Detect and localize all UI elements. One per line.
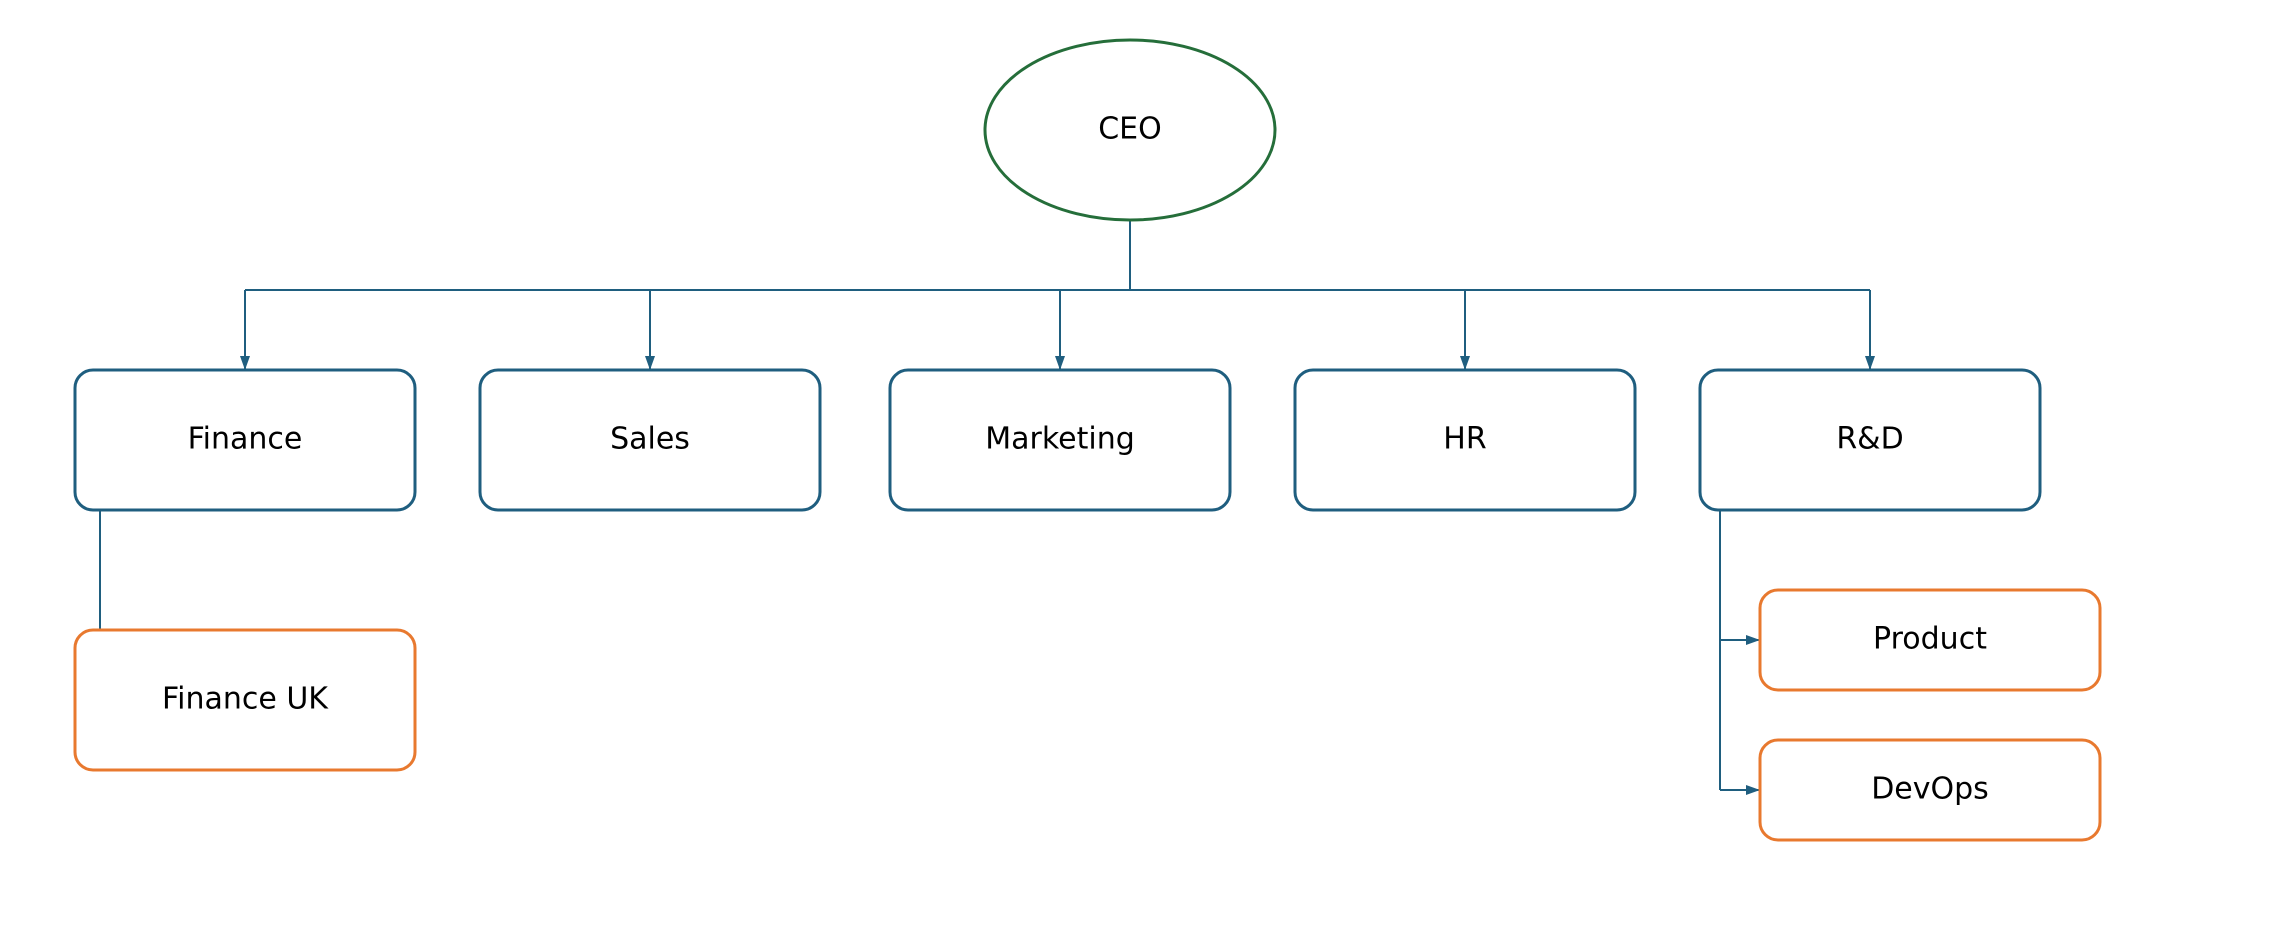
node-label-finance_uk: Finance UK xyxy=(162,682,329,717)
node-rnd: R&D xyxy=(1700,370,2040,510)
node-ceo: CEO xyxy=(985,40,1275,220)
org-chart: CEO Finance Sales Marketing HR R&D Finance UK P… xyxy=(0,0,2275,927)
node-label-ceo: CEO xyxy=(1098,112,1162,147)
node-label-hr: HR xyxy=(1443,422,1486,457)
node-hr: HR xyxy=(1295,370,1635,510)
node-finance_uk: Finance UK xyxy=(75,630,415,770)
node-label-sales: Sales xyxy=(610,422,690,457)
node-product: Product xyxy=(1760,590,2100,690)
node-sales: Sales xyxy=(480,370,820,510)
node-label-marketing: Marketing xyxy=(985,422,1135,457)
node-devops: DevOps xyxy=(1760,740,2100,840)
node-marketing: Marketing xyxy=(890,370,1230,510)
nodes: CEO Finance Sales Marketing HR R&D Finance UK P… xyxy=(75,40,2100,840)
node-label-product: Product xyxy=(1873,622,1987,657)
node-label-devops: DevOps xyxy=(1871,772,1989,807)
node-label-rnd: R&D xyxy=(1836,422,1903,457)
node-label-finance: Finance xyxy=(188,422,303,457)
node-finance: Finance xyxy=(75,370,415,510)
